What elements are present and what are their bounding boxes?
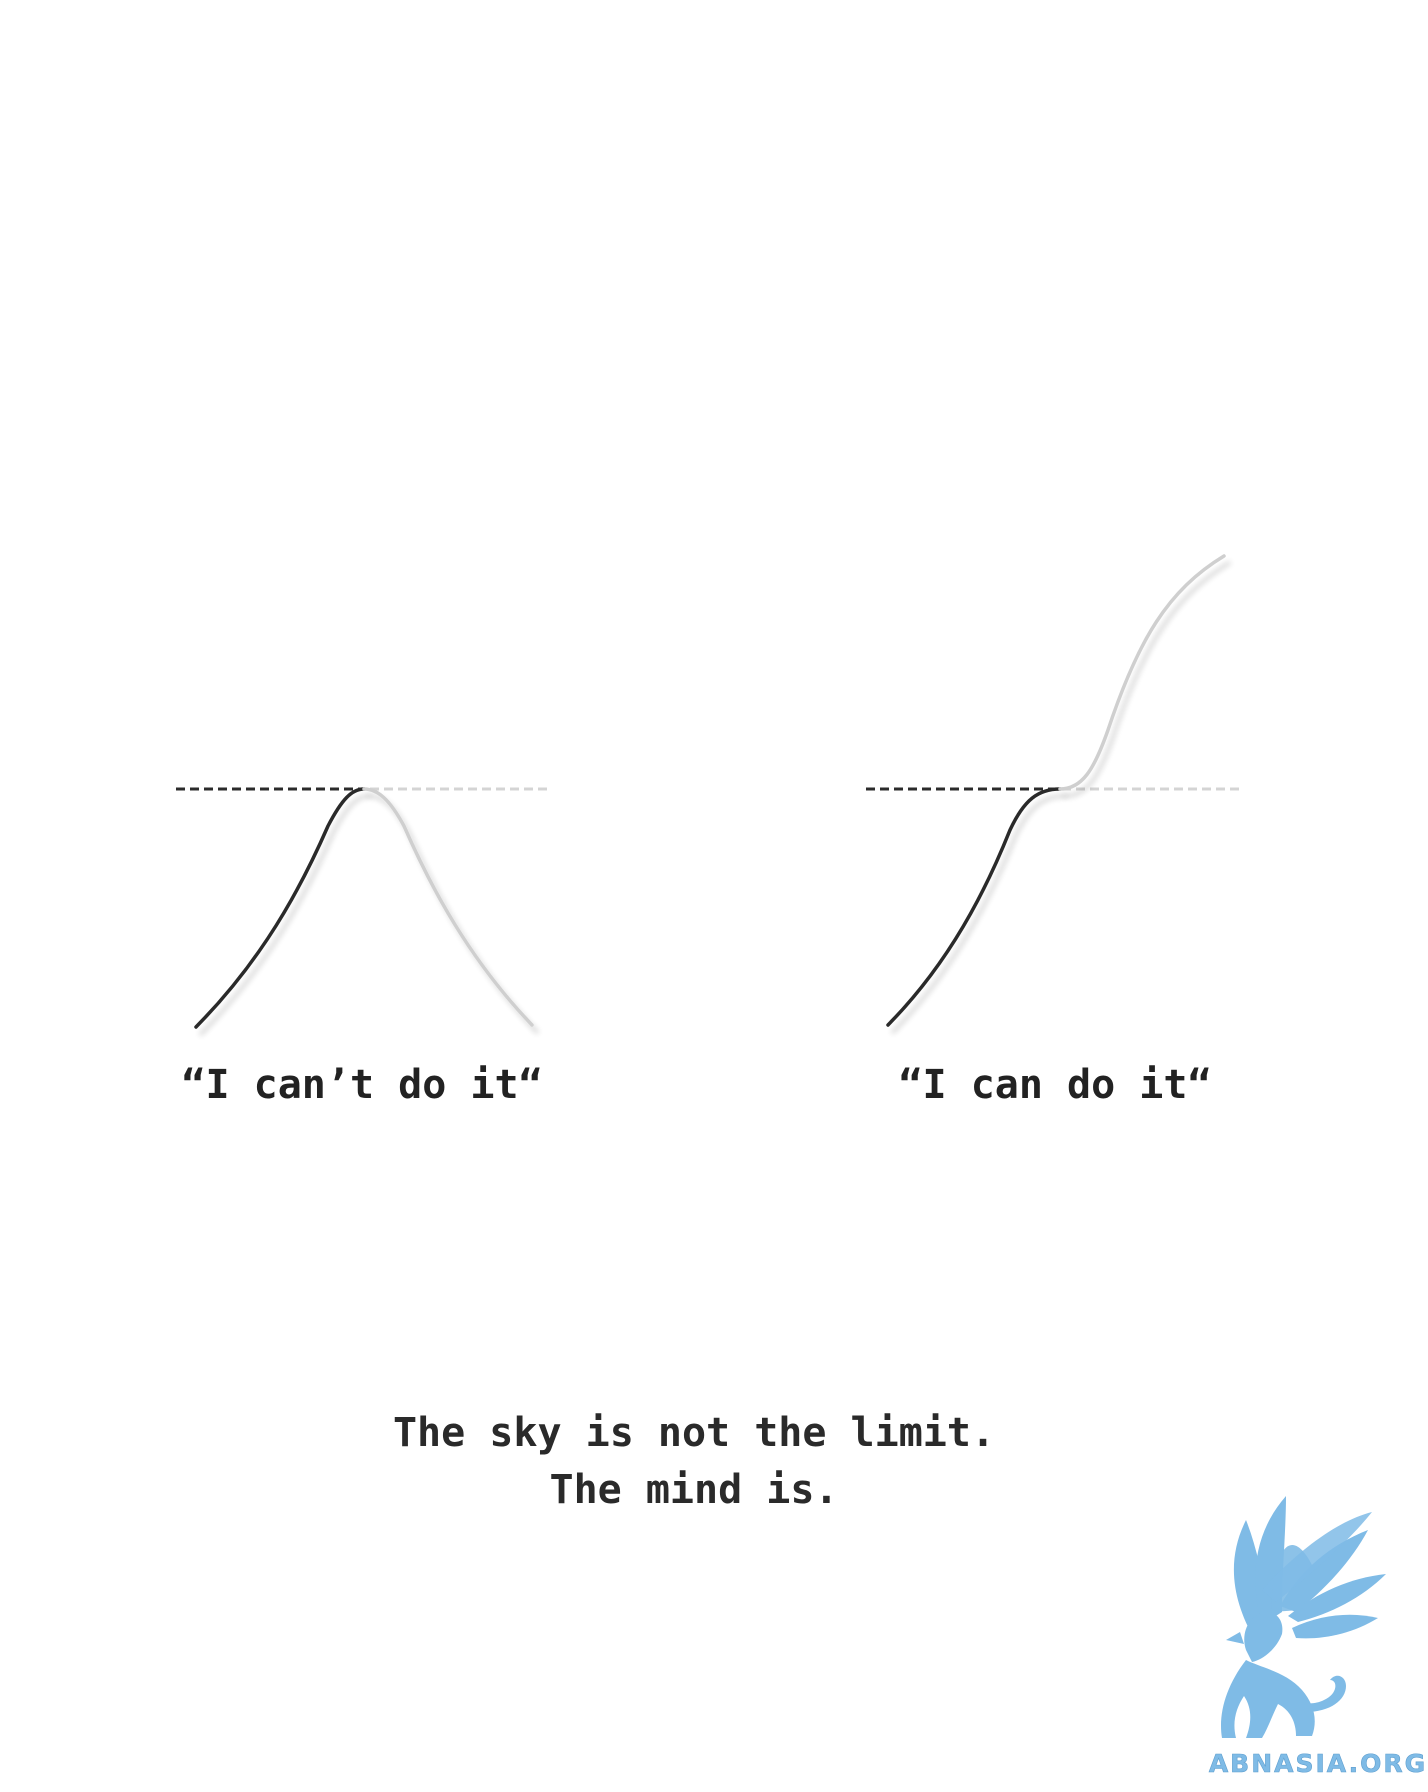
quote: The sky is not the limit. The mind is.	[393, 1410, 995, 1513]
falling-curve	[362, 787, 534, 1027]
caption-cant-do-it: “I can’t do it“	[181, 1062, 542, 1108]
watermark-logo: ABNASIA.ORG	[1209, 1496, 1427, 1778]
panel-can-do-it: “I can do it“	[866, 554, 1240, 1108]
continuing-curve	[1058, 554, 1226, 791]
quote-line-1: The sky is not the limit.	[393, 1410, 995, 1456]
griffin-icon	[1221, 1496, 1386, 1738]
watermark-text: ABNASIA.ORG	[1209, 1749, 1427, 1778]
rising-curve	[194, 787, 366, 1029]
quote-line-2: The mind is.	[550, 1467, 839, 1513]
rising-curve	[886, 787, 1062, 1027]
caption-can-do-it: “I can do it“	[898, 1062, 1211, 1108]
panel-cant-do-it: “I can’t do it“	[176, 787, 550, 1108]
